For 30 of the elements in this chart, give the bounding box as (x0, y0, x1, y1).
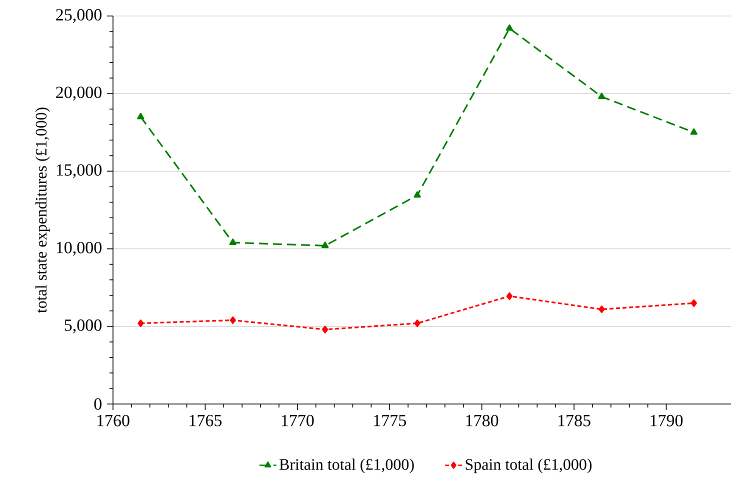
legend-label: Spain total (£1,000) (466, 458, 592, 474)
x-tick-label: 1790 (650, 414, 683, 426)
point (414, 319, 420, 328)
y-tick-label: 15,000 (56, 164, 102, 178)
point (137, 112, 144, 120)
point (598, 306, 605, 314)
x-tick-label: 1785 (558, 414, 590, 426)
point (690, 299, 697, 307)
point (229, 238, 236, 245)
point (598, 92, 606, 100)
y-axis-title: total state expenditures (£1,000) (35, 108, 50, 313)
point (506, 24, 514, 31)
point (322, 242, 329, 248)
point (506, 292, 513, 300)
point (138, 319, 144, 328)
point (230, 316, 236, 324)
point (690, 128, 698, 135)
x-tick-label: 1770 (282, 414, 314, 426)
x-tick-label: 1765 (190, 414, 222, 426)
legend-label: Britain total (£1,000) (279, 458, 414, 474)
y-tick-label: 5,000 (64, 319, 102, 334)
x-tick-label: 1775 (374, 414, 406, 426)
x-tick-label: 1780 (466, 414, 498, 426)
point (322, 326, 328, 334)
y-tick-label: 20,000 (56, 86, 102, 101)
y-tick-label: 25,000 (56, 9, 102, 23)
x-tick-label: 1760 (98, 414, 130, 426)
point (414, 191, 421, 198)
y-tick-label: 10,000 (56, 242, 102, 256)
y-tick-label: 0 (94, 398, 102, 410)
